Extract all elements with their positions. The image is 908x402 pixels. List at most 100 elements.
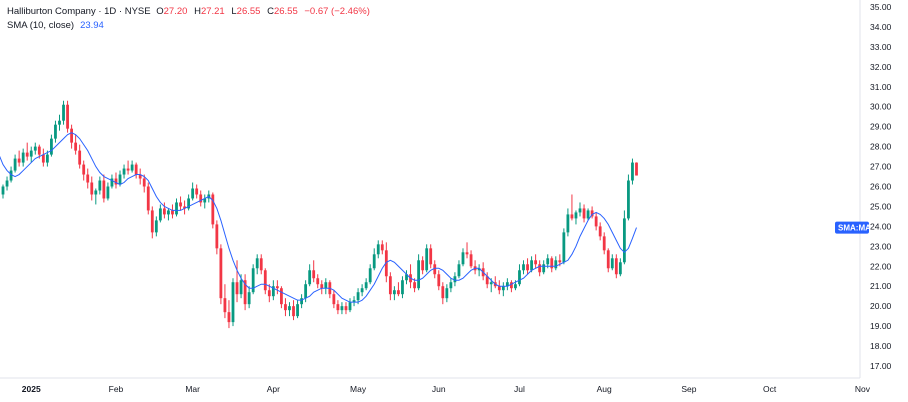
candle [429,244,433,269]
time-tick-label: Jun [432,384,446,394]
candle-body [37,146,41,155]
candle-body [215,224,219,249]
candle-body [74,142,78,151]
price-tick-label: 30.00 [870,102,892,112]
candle [501,282,505,297]
candle-body [13,158,17,171]
candle [340,302,344,315]
candle [5,176,9,191]
candle [457,260,461,279]
candle-body [453,276,457,283]
candle [54,120,57,143]
candle [627,174,630,221]
candle [574,210,578,225]
candle [21,148,25,167]
candle-body [352,300,356,303]
candle [598,222,602,241]
candle [110,174,114,189]
candle-body [288,306,291,311]
legend: Halliburton Company · 1D · NYSE O27.20 H… [7,5,370,33]
candle-body [505,282,509,287]
time-tick-label: 2025 [22,384,41,394]
candle-body [110,178,114,187]
price-tick-label: 26.00 [870,182,892,192]
candle [195,184,199,199]
candle-body [356,292,360,301]
candle-body [542,264,546,273]
candle-body [296,304,299,317]
candle [550,256,554,273]
candle [158,204,162,223]
candle [433,260,437,279]
time-tick-label: Nov [855,384,871,394]
candle-body [243,280,247,305]
candles [1,100,638,329]
price-tick-label: 22.00 [870,261,892,271]
candle [477,264,481,277]
open-key: O [156,6,164,17]
candle [618,258,622,277]
symbol-label[interactable]: Halliburton Company · 1D · NYSE [7,6,151,17]
candle [372,248,376,271]
candle-body [130,164,134,171]
candle-body [106,186,110,199]
candle [594,212,598,231]
candle [275,280,279,295]
candle-body [437,274,441,287]
candle [271,280,275,301]
candle-body [606,250,610,269]
candle [29,146,33,163]
candle-body [384,250,388,277]
candle [82,160,86,181]
candle [62,100,65,125]
candle [150,206,154,239]
time-axis[interactable]: 2025 Feb Mar Apr May Jun Jul Aug Sep Oct Nov [22,384,871,394]
candle [364,278,368,291]
candle-body [223,298,227,313]
candle-body [380,244,384,251]
sma-row: SMA (10, close) 23.94 [7,19,370,33]
sma-value: 23.94 [80,20,104,31]
price-tick-label: 28.00 [870,142,892,152]
candle-body [461,252,465,265]
sma-series [0,132,637,303]
candle-body [126,168,130,171]
candle-body [546,258,550,265]
candle [126,160,130,175]
candle [284,298,287,317]
price-axis[interactable]: 17.00 18.00 19.00 20.00 21.00 22.00 23.00 24.00… [870,2,892,371]
candle-body [9,170,13,181]
candle [320,280,324,295]
candle [562,228,566,265]
candle [102,174,106,203]
price-tick-label: 24.00 [870,221,892,231]
candle [518,264,521,287]
sma-label[interactable]: SMA (10, close) [7,20,75,31]
candle-body [558,260,562,263]
grid [0,0,861,379]
candle [421,256,425,275]
candle-body [284,304,287,311]
candle [211,192,215,229]
candle-body [45,154,49,163]
candle [235,260,239,303]
candle [425,244,429,273]
candle-body [433,264,437,275]
candle [142,174,146,193]
candle-body [259,258,263,271]
candle [352,296,356,307]
candle-body [54,124,57,139]
candle-body [308,270,312,285]
candle [417,254,421,291]
candle-body [510,282,513,289]
candle-body [158,208,162,221]
candle [33,142,37,155]
candle-body [183,206,186,209]
candle [441,282,445,305]
candle [106,182,110,201]
time-tick-label: Aug [597,384,612,394]
candle [13,154,17,173]
candle [344,302,348,315]
candle-body [397,290,400,295]
